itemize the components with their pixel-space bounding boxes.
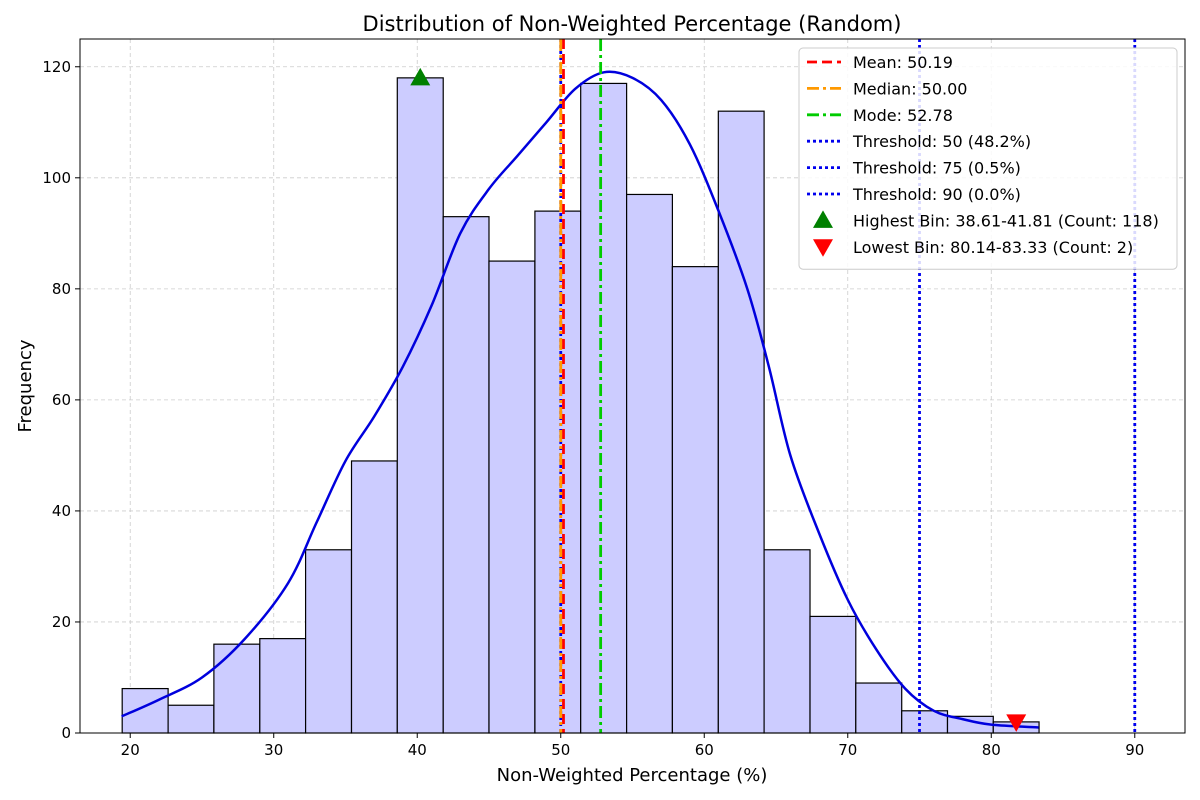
histogram-bar xyxy=(304,549,353,734)
histogram-bar xyxy=(350,460,398,734)
bin-markers xyxy=(410,67,1027,732)
x-tick-label: 80 xyxy=(982,741,1001,759)
y-tick-label: 60 xyxy=(52,391,71,409)
histogram-bar xyxy=(488,260,536,734)
y-axis-ticks: 0 20 40 60 80 100 120 xyxy=(42,58,80,742)
legend-label: Mode: 52.78 xyxy=(853,106,953,125)
histogram-bar xyxy=(626,193,673,734)
y-tick-label: 20 xyxy=(52,613,71,631)
histogram-bar xyxy=(167,704,215,734)
y-tick-label: 100 xyxy=(42,169,71,187)
y-tick-label: 120 xyxy=(42,58,71,76)
plot-frame xyxy=(79,38,1186,734)
legend-label: Mean: 50.19 xyxy=(853,53,953,72)
legend-label: Median: 50.00 xyxy=(853,79,967,98)
histogram-bar xyxy=(717,110,765,734)
highest-bin-marker xyxy=(410,67,431,86)
legend-box xyxy=(798,47,1178,270)
legend-marker-0 xyxy=(813,210,833,228)
x-tick-label: 20 xyxy=(121,741,140,759)
legend-label: Threshold: 75 (0.5%) xyxy=(852,159,1021,178)
legend-label: Threshold: 90 (0.0%) xyxy=(852,185,1021,204)
x-axis-ticks: 20 30 40 50 60 70 80 90 xyxy=(121,733,1144,759)
x-tick-label: 50 xyxy=(551,741,570,759)
histogram-bar xyxy=(396,77,444,734)
y-tick-label: 40 xyxy=(52,502,71,520)
histogram-bar xyxy=(671,266,719,734)
legend-label: Threshold: 50 (48.2%) xyxy=(852,132,1031,151)
x-tick-label: 90 xyxy=(1125,741,1144,759)
histogram-bar xyxy=(213,643,261,734)
chart-title: Distribution of Non-Weighted Percentage … xyxy=(363,12,902,36)
legend: Mean: 50.19 Median: 50.00 Mode: 52.78 Thres… xyxy=(798,47,1178,270)
histogram-bar xyxy=(855,682,903,734)
x-axis-title: Non-Weighted Percentage (%) xyxy=(497,765,768,786)
kde-curve-group xyxy=(121,70,1039,729)
histogram-bar xyxy=(580,82,628,734)
histogram-bars xyxy=(121,77,1040,734)
legend-label: Lowest Bin: 80.14-83.33 (Count: 2) xyxy=(853,238,1133,257)
kde-curve xyxy=(121,70,1039,729)
x-tick-label: 30 xyxy=(264,741,283,759)
legend-label: Highest Bin: 38.61-41.81 (Count: 118) xyxy=(853,211,1159,230)
histogram-bar xyxy=(534,210,582,734)
histogram-bar xyxy=(259,638,307,734)
histogram-bar xyxy=(809,615,857,734)
y-tick-label: 80 xyxy=(52,280,71,298)
lowest-bin-marker xyxy=(1006,714,1027,732)
legend-marker-1 xyxy=(813,239,833,257)
x-tick-label: 40 xyxy=(408,741,427,759)
x-tick-label: 70 xyxy=(838,741,857,759)
y-axis-title: Frequency xyxy=(15,339,36,432)
x-tick-label: 60 xyxy=(695,741,714,759)
histogram-bar xyxy=(442,216,490,734)
histogram-bar xyxy=(763,549,811,734)
y-tick-label: 0 xyxy=(61,724,71,742)
histogram-bar xyxy=(121,687,169,734)
